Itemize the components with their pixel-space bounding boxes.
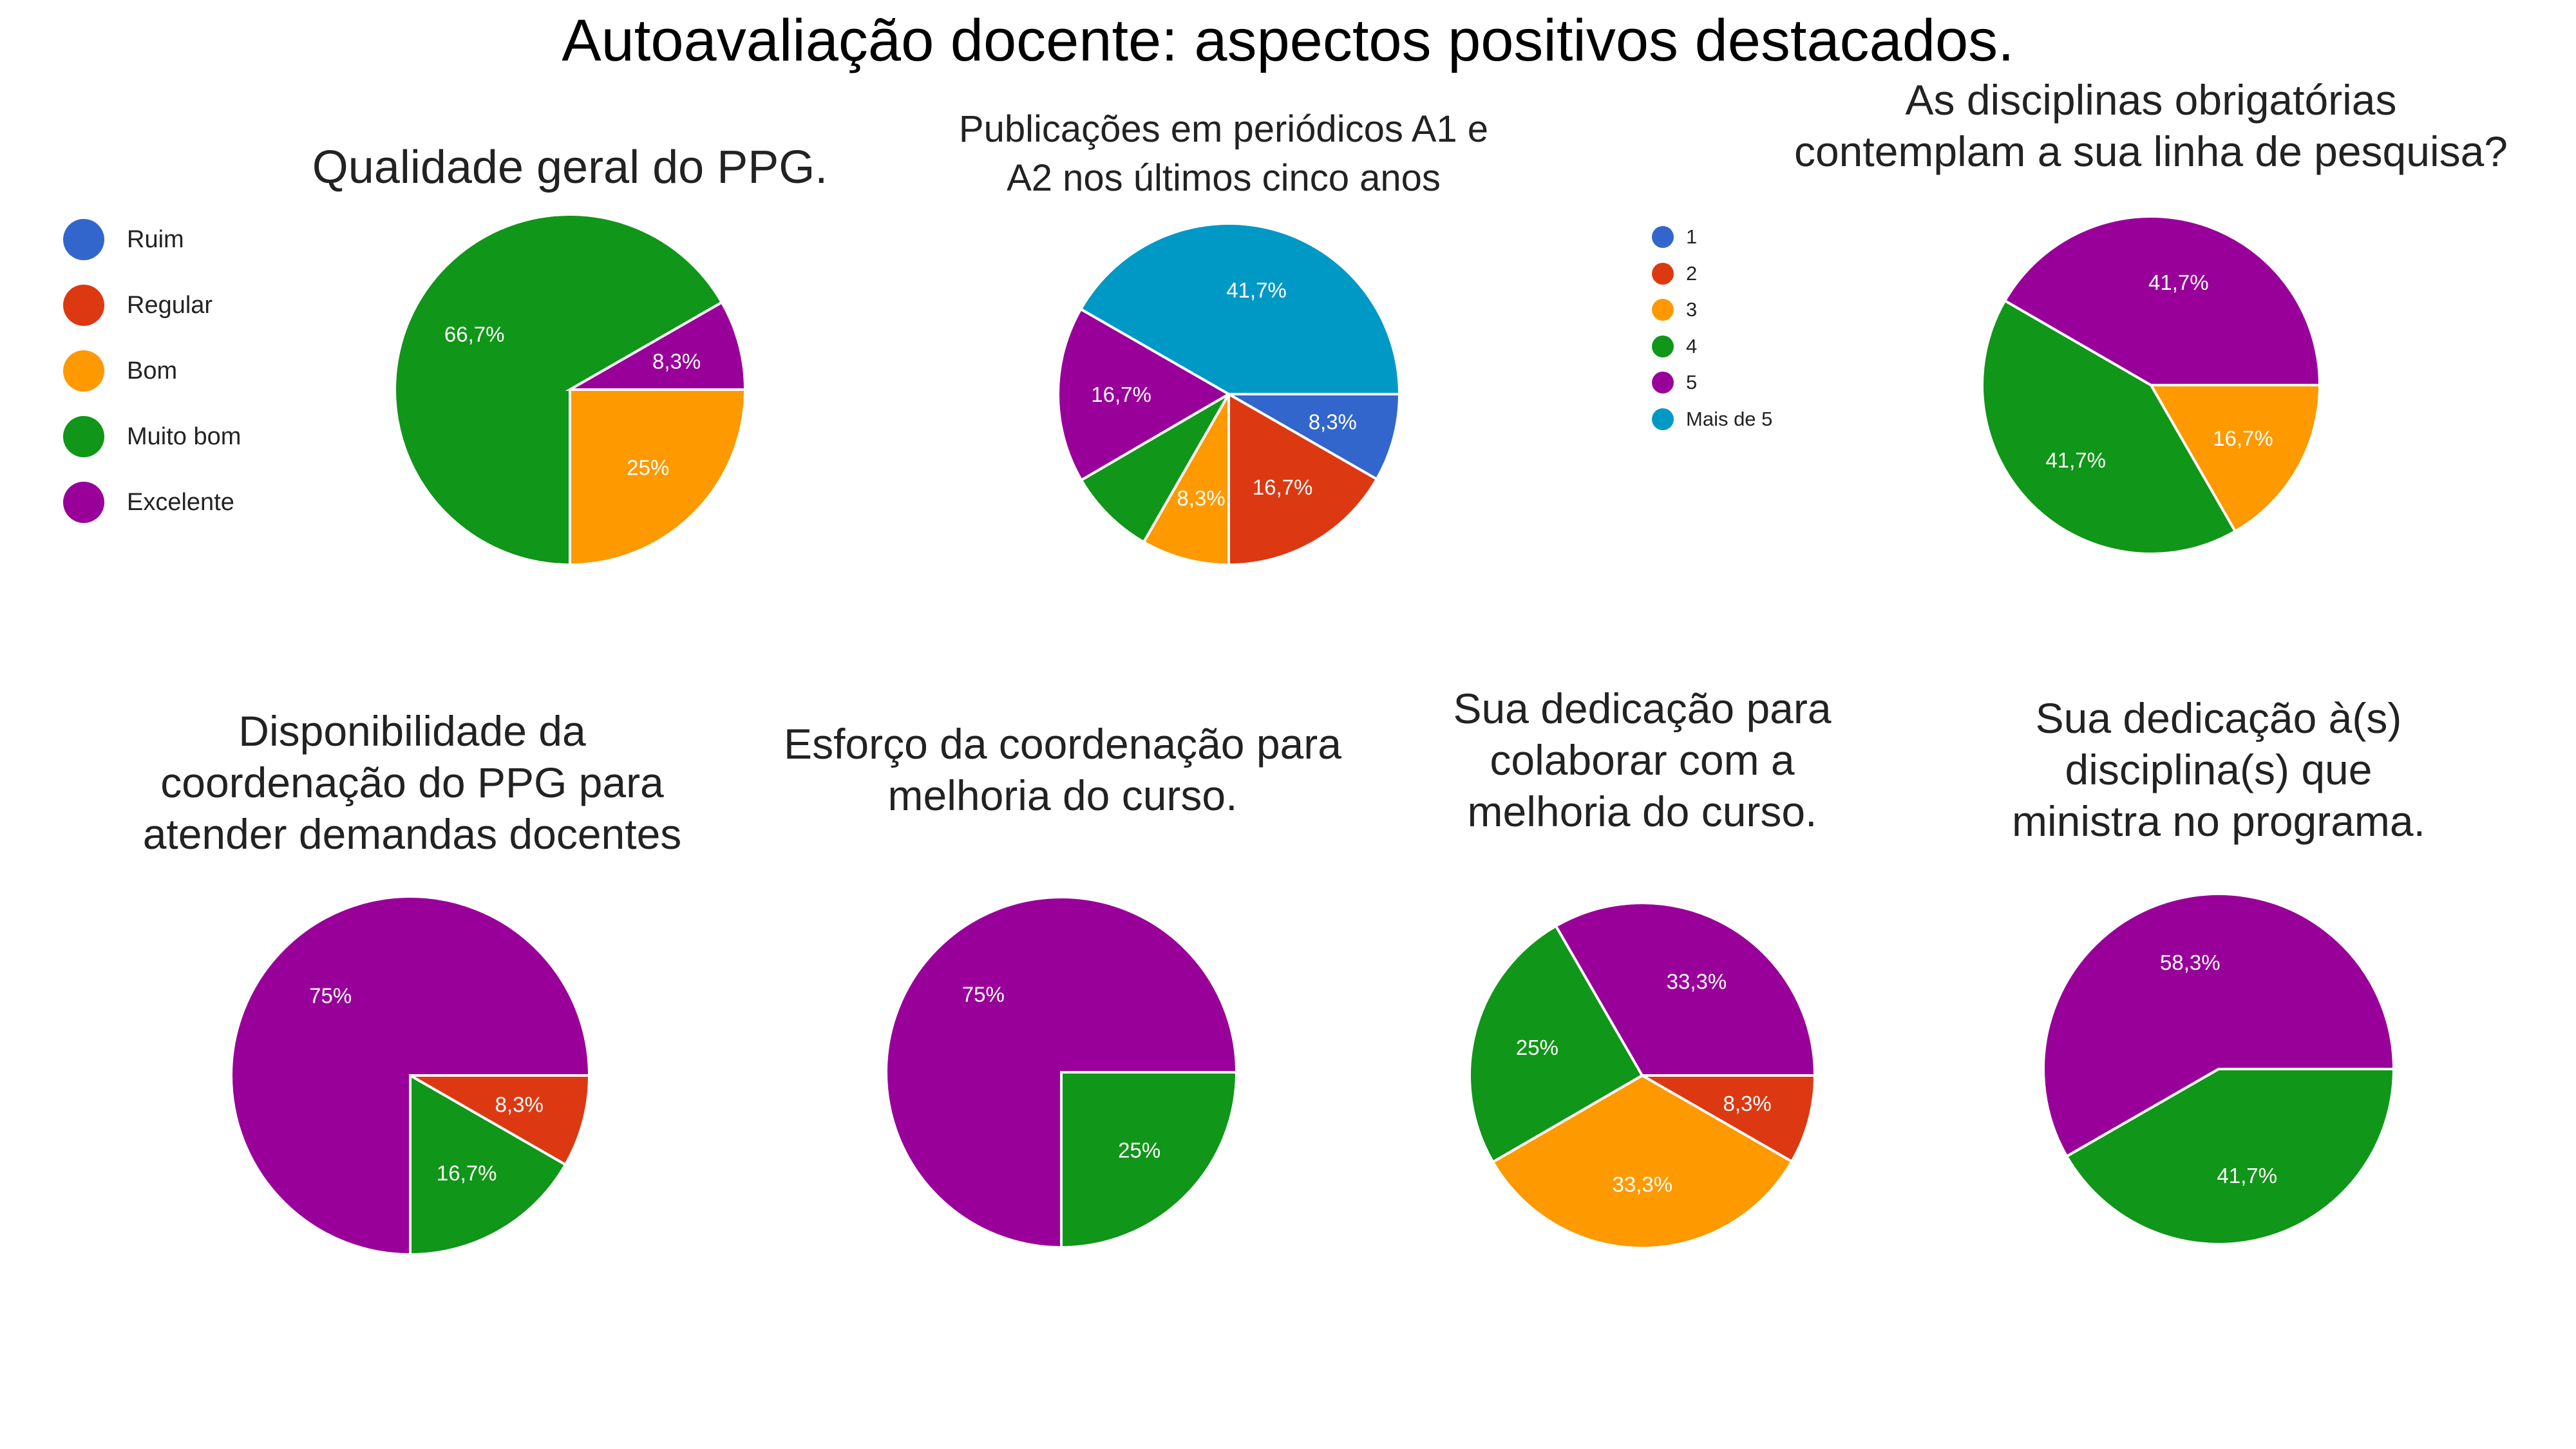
pie-slice <box>1057 307 1231 482</box>
pie-slice <box>2042 893 2396 1159</box>
slice-label: 8,3% <box>1723 1092 1771 1115</box>
pie-slice <box>405 1074 591 1167</box>
pie-slice <box>1224 393 1401 481</box>
figure-title: Autoavaliação docente: aspectos positivo… <box>562 8 2014 73</box>
pie-slice <box>393 213 724 567</box>
legend-swatch <box>63 285 104 326</box>
legend-label: 2 <box>1686 261 1698 285</box>
slice-label: 33,3% <box>1667 969 1727 993</box>
legend-label: Mais de 5 <box>1686 408 1773 430</box>
slice-label: 8,3% <box>495 1093 544 1117</box>
pie-slice <box>565 300 747 391</box>
slice-label: 41,7% <box>2045 448 2106 472</box>
slice-label: 16,7% <box>2213 426 2273 450</box>
pie-slice <box>885 896 1238 1249</box>
legend-swatch <box>63 416 104 457</box>
pie-slice <box>1079 222 1401 395</box>
pie-slice <box>1060 1071 1238 1249</box>
slice-label: 66,7% <box>444 323 505 346</box>
slice-label: 16,7% <box>1253 475 1313 499</box>
chart-title: Sua dedicação para colaborar com a melho… <box>1453 685 1832 835</box>
legend-swatch <box>1652 335 1674 357</box>
slice-label: 25% <box>1516 1036 1558 1059</box>
legend-swatch <box>63 350 104 392</box>
legend-label: Bom <box>127 357 178 384</box>
pie-chart: 25% 66,7% 8,3% <box>393 213 747 567</box>
slice-label: 75% <box>962 982 1005 1006</box>
pie-slice <box>2003 215 2322 386</box>
pie-chart: 8,3% 33,3% 25% 33,3% <box>1468 902 1817 1249</box>
legend-label: Excelente <box>127 489 234 516</box>
pie-slice <box>1142 389 1230 567</box>
legend-label: 5 <box>1686 371 1698 394</box>
slice-label: 25% <box>627 456 669 480</box>
slice-label: 8,3% <box>652 349 701 373</box>
legend-swatch <box>1652 372 1674 394</box>
pie-slice <box>1079 390 1233 544</box>
pie-slice <box>1491 1074 1794 1249</box>
legend-label: Ruim <box>127 226 184 253</box>
chart-title: Sua dedicação à(s) disciplina(s) que min… <box>2012 694 2425 845</box>
pie-chart: 8,3% 16,7% 8,3% 16,7% 41,7% <box>1057 222 1401 567</box>
legend-label: 4 <box>1686 334 1698 357</box>
pie-chart: 16,7% 41,7% 41,7% <box>1981 215 2322 555</box>
pie-slice <box>1227 392 1379 567</box>
pie-chart: 25% 75% <box>885 896 1238 1249</box>
pie-slice <box>409 1073 567 1256</box>
legend-swatch <box>1652 262 1674 285</box>
pie-chart: 41,7% 58,3% <box>2042 893 2396 1245</box>
slice-label: 25% <box>1118 1139 1160 1162</box>
chart-title: Publicações em periódicos A1 e A2 nos úl… <box>958 108 1489 199</box>
pie-slice <box>2065 1068 2396 1245</box>
slice-label: 8,3% <box>1177 486 1225 510</box>
slice-label: 58,3% <box>2160 951 2221 974</box>
pie-slice <box>2148 384 2322 533</box>
legend-swatch <box>63 219 104 260</box>
pie-slice <box>569 388 747 567</box>
slice-label: 16,7% <box>1091 383 1151 406</box>
chart-title: Esforço da coordenação para melhoria do … <box>784 720 1341 819</box>
legend-swatch <box>63 482 104 523</box>
slice-label: 41,7% <box>2148 270 2209 294</box>
slice-label: 41,7% <box>1226 278 1287 302</box>
legend-label: 1 <box>1686 225 1698 248</box>
legend-label: Regular <box>127 292 213 319</box>
legend-label: 3 <box>1686 298 1698 321</box>
chart-title: Disponibilidade da coordenação do PPG pa… <box>142 707 682 858</box>
slice-label: 75% <box>309 984 352 1008</box>
legend-swatch <box>1652 299 1674 321</box>
pie-slice <box>1981 299 2237 555</box>
slice-label: 8,3% <box>1309 410 1357 434</box>
pie-chart: 8,3% 16,7% 75% <box>230 895 591 1256</box>
legend-swatch <box>1652 226 1674 248</box>
slice-label: 41,7% <box>2217 1164 2277 1188</box>
chart-title: Qualidade geral do PPG. <box>312 142 828 193</box>
legend-label: Muito bom <box>127 423 242 450</box>
pie-slice <box>1468 924 1644 1164</box>
pie-slice <box>1637 1074 1817 1164</box>
pie-slice <box>230 895 591 1256</box>
slice-label: 16,7% <box>437 1161 497 1185</box>
chart-title: As disciplinas obrigatórias contemplam a… <box>1794 76 2508 175</box>
pie-slice <box>1554 902 1817 1077</box>
slice-label: 33,3% <box>1613 1172 1673 1196</box>
legend-swatch <box>1652 408 1674 430</box>
